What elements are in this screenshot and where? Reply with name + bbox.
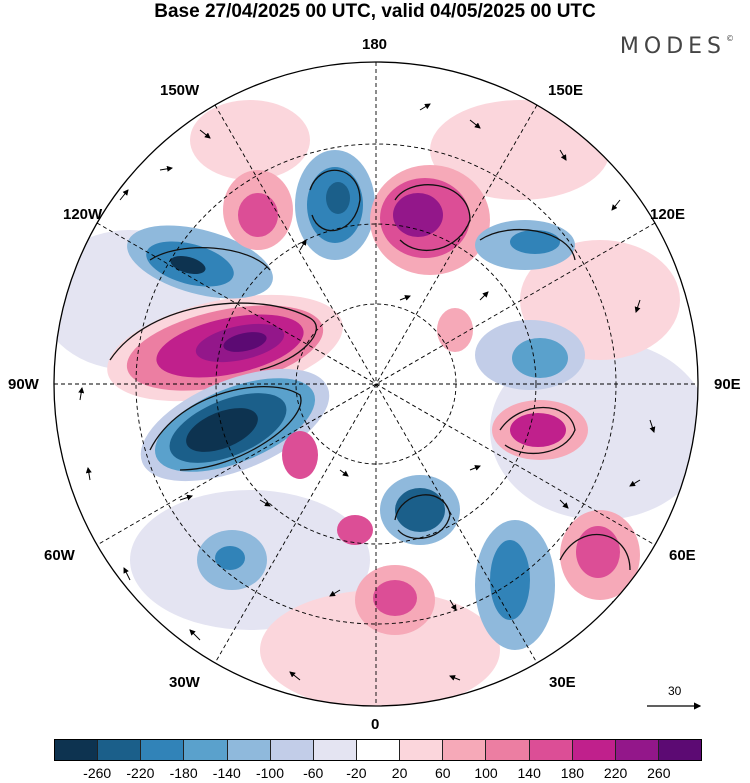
colorbar-swatch [486, 740, 530, 760]
label-0: 0 [371, 716, 380, 733]
colorbar-swatch [227, 740, 271, 760]
label-90e: 90E [714, 376, 741, 393]
colorbar-tick-label: -100 [255, 765, 285, 781]
colorbar-swatch [313, 740, 357, 760]
colorbar-swatch [184, 740, 228, 760]
label-180: 180 [362, 36, 388, 53]
label-150w: 150W [160, 82, 200, 99]
colorbar-tick-label: -140 [212, 765, 241, 781]
label-120w: 120W [63, 206, 103, 223]
label-60e: 60E [669, 547, 696, 564]
label-30w: 30W [169, 674, 200, 691]
colorbar-swatch [55, 740, 99, 760]
colorbar-tick-label: -60 [303, 765, 324, 781]
colorbar-tick-label: 20 [391, 765, 408, 781]
colorbar-tick-label: 180 [560, 765, 585, 781]
colorbar-swatch [443, 740, 487, 760]
label-60w: 60W [44, 547, 75, 564]
colorbar-swatch [356, 740, 401, 760]
graticule [54, 62, 698, 706]
colorbar-swatch [98, 740, 142, 760]
colorbar-tick-label: -20 [346, 765, 367, 781]
colorbar-swatch [615, 740, 659, 760]
colorbar-swatch [529, 740, 573, 760]
colorbar-swatch [141, 740, 185, 760]
vector-reference-label: 30 [668, 684, 682, 698]
colorbar-tick-label: 100 [474, 765, 498, 781]
colorbar-tick-label: 60 [435, 765, 451, 781]
geopotential-contours [109, 169, 631, 571]
colorbar-tick-label: -220 [126, 765, 155, 781]
negative-anomaly-90w [140, 368, 330, 482]
colorbar-tick-label: -180 [169, 765, 198, 781]
anomaly-field [54, 62, 698, 706]
label-30e: 30E [549, 674, 576, 691]
map-title: Base 27/04/2025 00 UTC, valid 04/05/2025… [154, 1, 596, 22]
colorbar-tick-label: 220 [603, 765, 628, 781]
colorbar-tick-label: -260 [83, 765, 112, 781]
colorbar-swatch [572, 740, 616, 760]
colorbar-tick-label: 140 [517, 765, 541, 781]
label-90w: 90W [8, 376, 39, 393]
colorbar-swatch [658, 740, 702, 760]
colorbar-tick-label: 260 [647, 765, 671, 781]
modes-logo: MODES© [619, 34, 734, 59]
colorbar [54, 739, 702, 761]
polar-map [53, 61, 702, 710]
colorbar-swatch [270, 740, 314, 760]
label-150e: 150E [548, 82, 584, 99]
map-border [53, 61, 699, 707]
colorbar-swatch [400, 740, 444, 760]
label-120e: 120E [650, 206, 686, 223]
